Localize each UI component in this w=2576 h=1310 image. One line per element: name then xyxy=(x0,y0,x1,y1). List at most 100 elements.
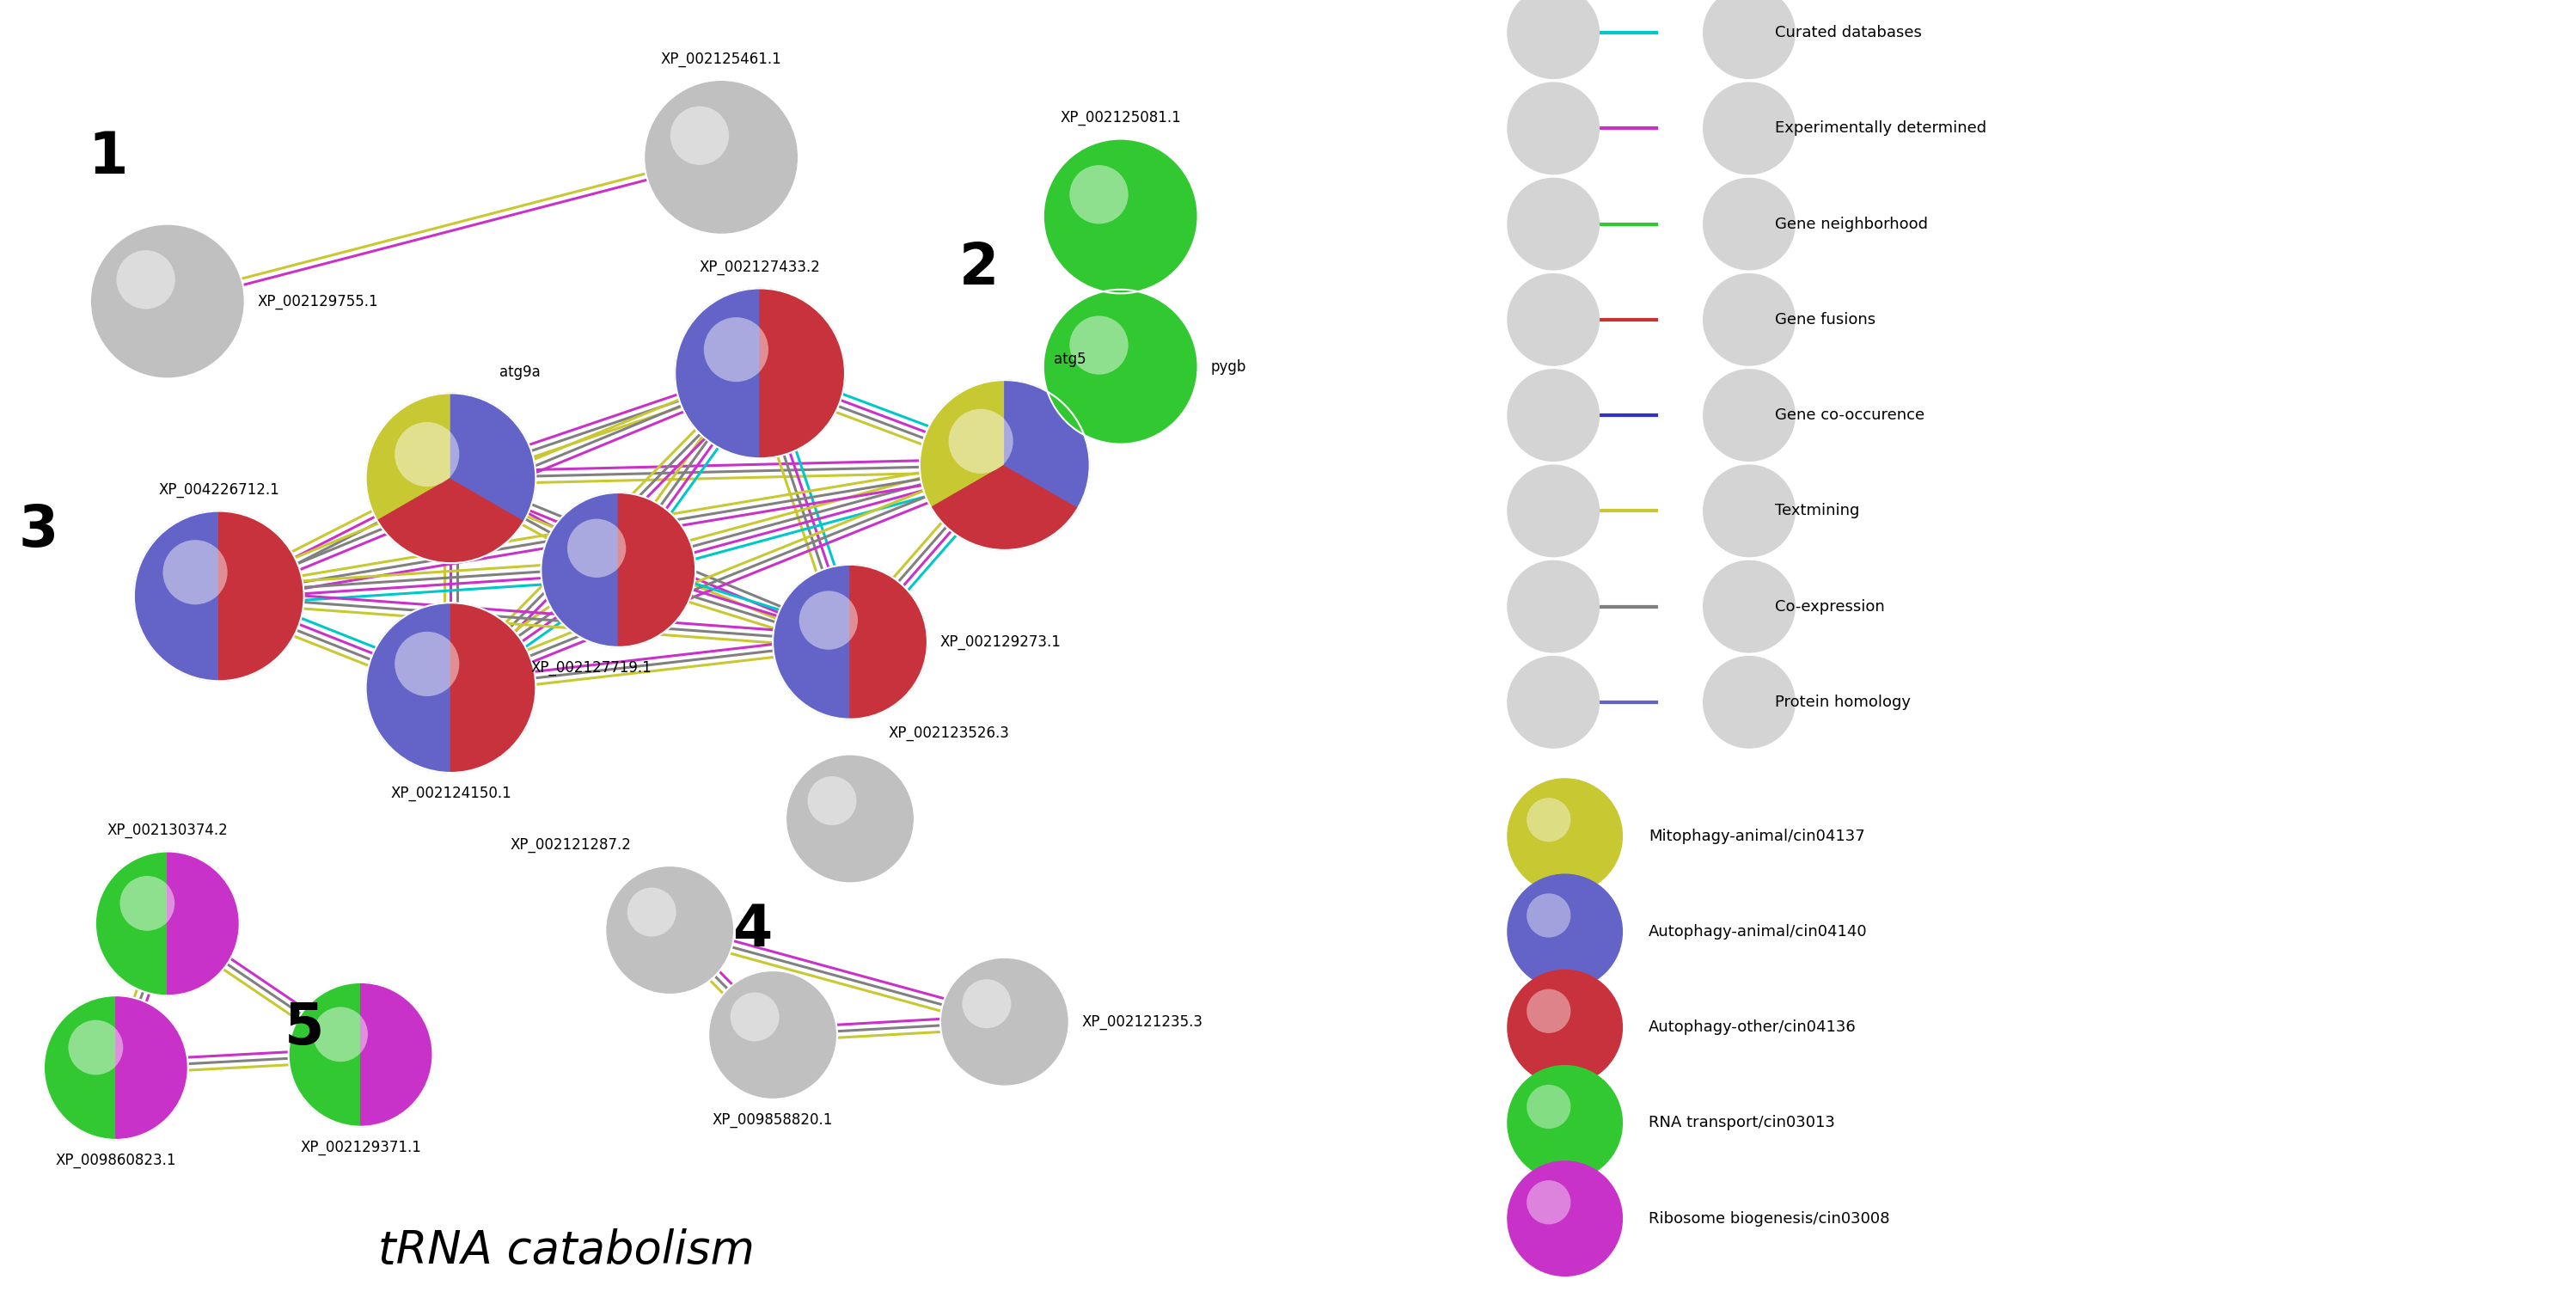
Text: XP_002129755.1: XP_002129755.1 xyxy=(258,293,379,309)
Ellipse shape xyxy=(116,250,175,309)
Text: Experimentally determined: Experimentally determined xyxy=(1775,121,1986,136)
Ellipse shape xyxy=(1507,1065,1623,1180)
Text: XP_004226712.1: XP_004226712.1 xyxy=(160,482,278,498)
Text: atg9a: atg9a xyxy=(500,364,541,380)
Ellipse shape xyxy=(708,971,837,1099)
Text: Ribosome biogenesis/cin03008: Ribosome biogenesis/cin03008 xyxy=(1649,1210,1891,1226)
Text: RNA transport/cin03013: RNA transport/cin03013 xyxy=(1649,1115,1834,1131)
Polygon shape xyxy=(361,982,433,1127)
Ellipse shape xyxy=(1069,316,1128,375)
Ellipse shape xyxy=(940,958,1069,1086)
Text: XP_002125081.1: XP_002125081.1 xyxy=(1061,110,1180,126)
Text: Co-expression: Co-expression xyxy=(1775,599,1886,614)
Ellipse shape xyxy=(1507,1161,1623,1276)
Ellipse shape xyxy=(1703,561,1795,652)
Ellipse shape xyxy=(1507,874,1623,989)
Ellipse shape xyxy=(162,540,227,604)
Text: Gene neighborhood: Gene neighborhood xyxy=(1775,216,1927,232)
Ellipse shape xyxy=(1703,465,1795,557)
Ellipse shape xyxy=(121,876,175,931)
Ellipse shape xyxy=(1043,290,1198,444)
Text: XP_002127433.2: XP_002127433.2 xyxy=(698,259,822,275)
Text: Curated databases: Curated databases xyxy=(1775,25,1922,41)
Text: 2: 2 xyxy=(958,240,999,297)
Ellipse shape xyxy=(963,980,1012,1028)
Ellipse shape xyxy=(1507,778,1623,893)
Text: Autophagy-animal/cin04140: Autophagy-animal/cin04140 xyxy=(1649,924,1868,939)
Ellipse shape xyxy=(1507,83,1600,174)
Polygon shape xyxy=(773,565,850,719)
Ellipse shape xyxy=(786,755,914,883)
Ellipse shape xyxy=(1507,369,1600,461)
Ellipse shape xyxy=(1703,0,1795,79)
Ellipse shape xyxy=(1507,178,1600,270)
Text: Protein homology: Protein homology xyxy=(1775,694,1911,710)
Polygon shape xyxy=(44,996,116,1140)
Text: XP_002125461.1: XP_002125461.1 xyxy=(662,51,781,67)
Text: Gene co-occurence: Gene co-occurence xyxy=(1775,407,1924,423)
Polygon shape xyxy=(760,288,845,458)
Ellipse shape xyxy=(1528,1180,1571,1225)
Text: XP_002129273.1: XP_002129273.1 xyxy=(940,634,1061,650)
Ellipse shape xyxy=(567,519,626,578)
Ellipse shape xyxy=(629,888,675,937)
Text: XP_002127719.1: XP_002127719.1 xyxy=(531,660,652,676)
Polygon shape xyxy=(167,852,240,996)
Text: XP_002124150.1: XP_002124150.1 xyxy=(392,786,510,802)
Ellipse shape xyxy=(948,409,1012,473)
Ellipse shape xyxy=(1069,165,1128,224)
Ellipse shape xyxy=(90,224,245,379)
Ellipse shape xyxy=(1703,369,1795,461)
Ellipse shape xyxy=(605,866,734,994)
Polygon shape xyxy=(116,996,188,1140)
Ellipse shape xyxy=(799,591,858,650)
Ellipse shape xyxy=(1043,139,1198,293)
Polygon shape xyxy=(675,288,760,458)
Ellipse shape xyxy=(314,1007,368,1062)
Polygon shape xyxy=(366,603,451,773)
Ellipse shape xyxy=(1703,274,1795,365)
Ellipse shape xyxy=(1528,989,1571,1034)
Polygon shape xyxy=(1005,380,1090,507)
Text: Gene fusions: Gene fusions xyxy=(1775,312,1875,328)
Polygon shape xyxy=(366,393,451,520)
Polygon shape xyxy=(618,493,696,647)
Text: tRNA catabolism: tRNA catabolism xyxy=(379,1229,755,1273)
Polygon shape xyxy=(219,511,304,681)
Polygon shape xyxy=(95,852,167,996)
Text: XP_002123526.3: XP_002123526.3 xyxy=(889,726,1010,741)
Ellipse shape xyxy=(1507,0,1600,79)
Text: XP_002130374.2: XP_002130374.2 xyxy=(108,823,227,838)
Ellipse shape xyxy=(1528,798,1571,842)
Text: 3: 3 xyxy=(18,502,59,559)
Ellipse shape xyxy=(394,631,459,696)
Ellipse shape xyxy=(1703,178,1795,270)
Polygon shape xyxy=(541,493,618,647)
Text: XP_009860823.1: XP_009860823.1 xyxy=(57,1153,175,1169)
Ellipse shape xyxy=(732,993,778,1041)
Polygon shape xyxy=(920,380,1005,507)
Text: atg5: atg5 xyxy=(1054,351,1087,367)
Text: Autophagy-other/cin04136: Autophagy-other/cin04136 xyxy=(1649,1019,1857,1035)
Ellipse shape xyxy=(670,106,729,165)
Text: XP_002121235.3: XP_002121235.3 xyxy=(1082,1014,1203,1030)
Ellipse shape xyxy=(1528,1085,1571,1129)
Ellipse shape xyxy=(809,777,855,825)
Polygon shape xyxy=(289,982,361,1127)
Ellipse shape xyxy=(1507,969,1623,1085)
Text: XP_009858820.1: XP_009858820.1 xyxy=(714,1112,832,1128)
Text: pygb: pygb xyxy=(1211,359,1247,375)
Ellipse shape xyxy=(394,422,459,486)
Ellipse shape xyxy=(703,317,768,381)
Polygon shape xyxy=(376,478,526,563)
Text: Mitophagy-animal/cin04137: Mitophagy-animal/cin04137 xyxy=(1649,828,1865,844)
Ellipse shape xyxy=(70,1020,124,1076)
Polygon shape xyxy=(930,465,1079,550)
Text: 1: 1 xyxy=(88,128,129,186)
Ellipse shape xyxy=(1528,893,1571,938)
Text: Textmining: Textmining xyxy=(1775,503,1860,519)
Ellipse shape xyxy=(1507,656,1600,748)
Ellipse shape xyxy=(1703,83,1795,174)
Polygon shape xyxy=(850,565,927,719)
Ellipse shape xyxy=(1703,656,1795,748)
